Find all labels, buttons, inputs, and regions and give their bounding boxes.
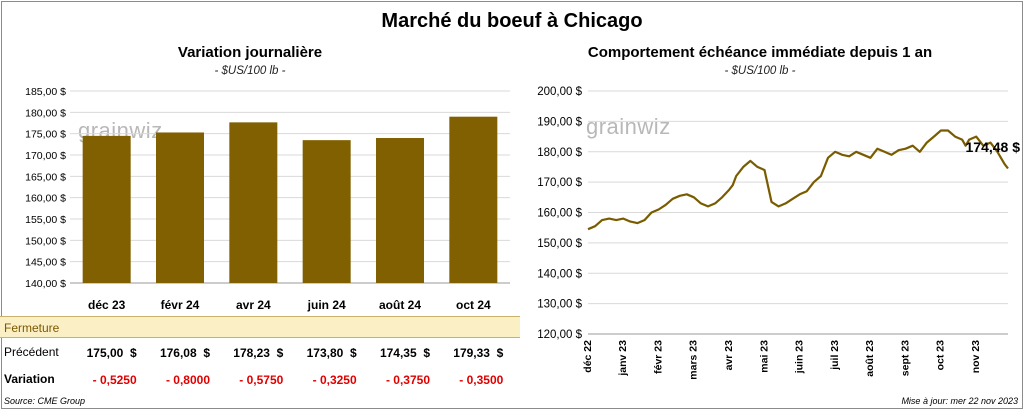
- bar-4: [376, 138, 424, 283]
- line-x-tick-label: avr 23: [723, 340, 735, 371]
- bar-y-tick-label: 165,00 $: [25, 171, 66, 183]
- row-label-close: Fermeture: [4, 321, 60, 335]
- table-row-prev: Précédent: [0, 341, 520, 363]
- var-value: - 0,3500: [459, 373, 503, 387]
- price-series-line: [587, 129, 1009, 231]
- bar-5: [449, 116, 498, 283]
- page-title: Marché du boeuf à Chicago: [381, 10, 643, 32]
- line-y-tick-label: 180,00 $: [537, 147, 582, 159]
- bar-y-tick-label: 175,00 $: [25, 129, 66, 141]
- category-label: août 24: [379, 298, 421, 312]
- var-value: - 0,3750: [386, 373, 430, 387]
- line-x-tick-label: oct 23: [935, 340, 947, 371]
- row-label-prev: Précédent: [4, 345, 59, 359]
- category-label: juin 24: [307, 298, 346, 312]
- line-x-tick-label: juin 23: [794, 340, 806, 374]
- var-value: - 0,5250: [93, 373, 137, 387]
- line-x-tick-label: févr 23: [652, 340, 664, 374]
- bar-y-tick-label: 145,00 $: [25, 257, 66, 269]
- update-note: Mise à jour: mer 22 nov 2023: [901, 396, 1018, 406]
- table-header-row: [0, 294, 520, 316]
- bar-y-tick-label: 150,00 $: [25, 235, 66, 247]
- line-y-tick-label: 160,00 $: [537, 208, 582, 220]
- bar-y-tick-label: 180,00 $: [25, 107, 66, 119]
- category-label: févr 24: [161, 298, 200, 312]
- prev-value: 174,35 $: [380, 346, 430, 360]
- left-chart-unit: - $US/100 lb -: [214, 65, 286, 77]
- bar-3: [302, 140, 351, 283]
- bar-2: [229, 122, 278, 283]
- table-row-var: Variation: [0, 368, 520, 390]
- bar-0: [82, 135, 131, 283]
- right-chart-title: Comportement échéance immédiate depuis 1…: [587, 44, 933, 61]
- line-y-tick-label: 200,00 $: [537, 86, 582, 98]
- line-x-tick-label: juil 23: [829, 340, 841, 371]
- line-x-tick-label: mars 23: [688, 340, 700, 380]
- prev-value: 176,08 $: [160, 346, 210, 360]
- line-y-tick-label: 190,00 $: [537, 116, 582, 128]
- prev-value: 175,00 $: [87, 346, 137, 360]
- bar-y-tick-label: 140,00 $: [25, 278, 66, 290]
- line-y-tick-label: 140,00 $: [537, 268, 582, 280]
- line-y-tick-label: 120,00 $: [537, 329, 582, 341]
- row-label-var: Variation: [4, 372, 55, 386]
- var-value: - 0,3250: [313, 373, 357, 387]
- var-value: - 0,8000: [166, 373, 210, 387]
- table-row-close: Fermeture: [0, 316, 520, 338]
- bar-y-tick-label: 185,00 $: [25, 86, 66, 98]
- category-label: avr 24: [236, 298, 271, 312]
- left-chart-title: Variation journalière: [177, 44, 323, 61]
- line-x-tick-label: sept 23: [899, 340, 911, 376]
- right-chart-unit: - $US/100 lb -: [724, 65, 796, 77]
- var-value: - 0,5750: [239, 373, 283, 387]
- line-x-tick-label: août 23: [864, 340, 876, 377]
- prev-value: 173,80 $: [307, 346, 357, 360]
- bar-y-tick-label: 155,00 $: [25, 214, 66, 226]
- category-label: oct 24: [456, 298, 491, 312]
- last-value-label: 174,48 $: [966, 139, 1021, 155]
- prev-value: 179,33 $: [453, 346, 503, 360]
- line-x-tick-label: janv 23: [617, 340, 629, 377]
- prev-value: 178,23 $: [233, 346, 283, 360]
- line-y-tick-label: 150,00 $: [537, 238, 582, 250]
- line-x-tick-label: déc 22: [582, 340, 594, 373]
- watermark-right: grainwiz: [586, 114, 671, 139]
- line-x-tick-label: mai 23: [758, 340, 770, 373]
- line-x-tick-label: nov 23: [970, 340, 982, 373]
- line-y-tick-label: 130,00 $: [537, 299, 582, 311]
- bar-1: [156, 132, 204, 283]
- category-label: déc 23: [88, 298, 126, 312]
- line-y-tick-label: 170,00 $: [537, 177, 582, 189]
- bar-y-tick-label: 170,00 $: [25, 150, 66, 162]
- source-note: Source: CME Group: [4, 396, 86, 406]
- bar-y-tick-label: 160,00 $: [25, 193, 66, 205]
